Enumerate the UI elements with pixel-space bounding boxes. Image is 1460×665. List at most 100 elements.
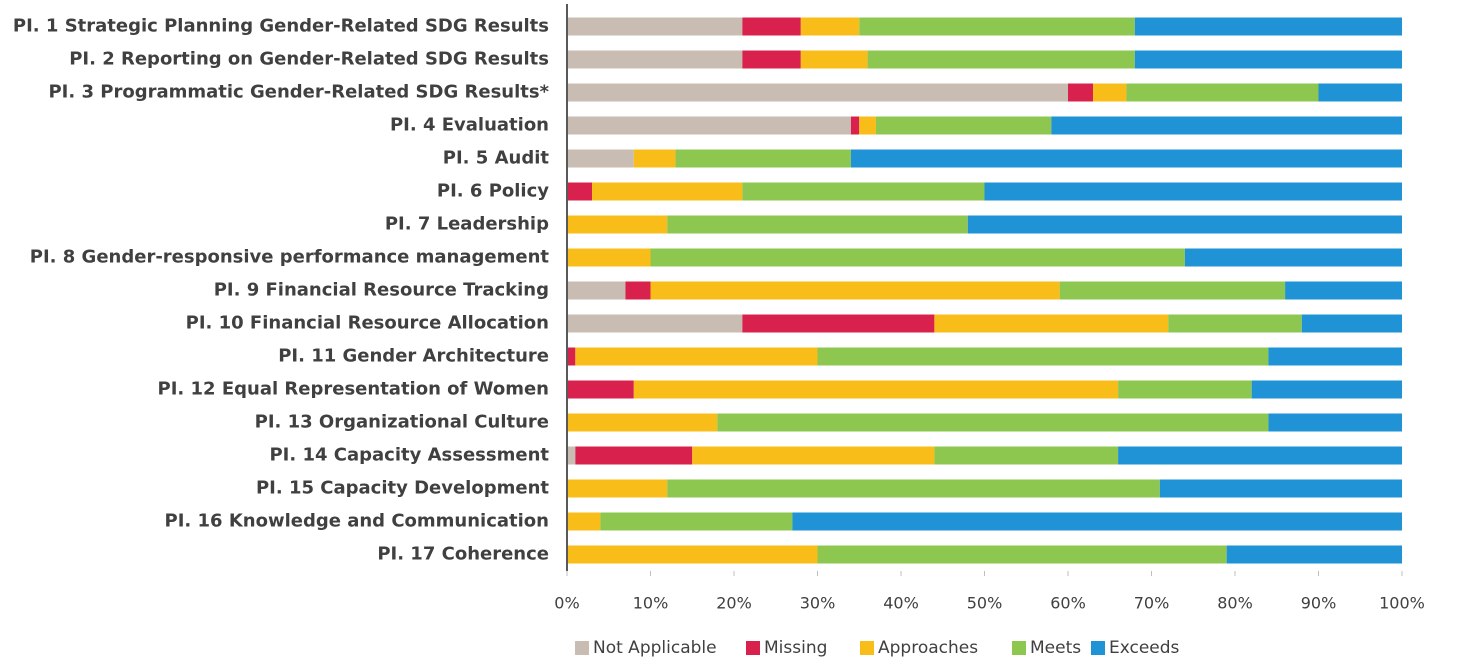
bar-segment xyxy=(742,50,801,69)
bar-segment xyxy=(717,413,1269,432)
bar-segment xyxy=(567,182,593,201)
bar-segment xyxy=(859,116,876,135)
bar-segment xyxy=(650,248,1185,267)
bar-segment xyxy=(875,116,1052,135)
x-tick-label: 0% xyxy=(554,594,579,613)
bar-segment xyxy=(600,512,793,531)
category-label: PI. 15 Capacity Development xyxy=(256,478,549,499)
bar-segment xyxy=(567,347,576,366)
bar-segment xyxy=(567,83,1068,102)
bar-segment xyxy=(792,512,1402,531)
bar-segment xyxy=(1251,380,1402,399)
bar-segment xyxy=(1051,116,1402,135)
bar-segment xyxy=(934,446,1119,465)
bar-segment xyxy=(1118,446,1402,465)
category-label: PI. 11 Gender Architecture xyxy=(278,346,549,367)
category-label: PI. 7 Leadership xyxy=(385,214,549,235)
category-label: PI. 5 Audit xyxy=(443,148,550,169)
bar-segment xyxy=(567,17,743,36)
x-tick-label: 60% xyxy=(1050,594,1086,613)
bar-segment xyxy=(567,512,601,531)
bar-segment xyxy=(1285,281,1402,300)
bar-segment xyxy=(742,314,935,333)
bar-segment xyxy=(633,380,1119,399)
bar-segment xyxy=(817,545,1227,564)
bar-segment xyxy=(567,281,626,300)
bar-segment xyxy=(817,347,1269,366)
bar-segment xyxy=(1068,83,1094,102)
legend-swatch xyxy=(860,641,874,655)
legend-swatch xyxy=(575,641,589,655)
bar-segment xyxy=(800,50,868,69)
bar-segment xyxy=(567,314,743,333)
bar-segment xyxy=(567,479,668,498)
bar-segment xyxy=(1168,314,1302,333)
bar-segment xyxy=(567,215,668,234)
legend-swatch xyxy=(746,641,760,655)
legend-swatch xyxy=(1012,641,1026,655)
x-tick-label: 30% xyxy=(800,594,836,613)
bar-segment xyxy=(567,380,634,399)
bar-segment xyxy=(1126,83,1319,102)
bar-segment xyxy=(592,182,743,201)
bar-segment xyxy=(1301,314,1402,333)
bar-segment xyxy=(742,17,801,36)
legend-label: Exceeds xyxy=(1109,638,1180,658)
bar-segment xyxy=(1318,83,1402,102)
category-label: PI. 12 Equal Representation of Women xyxy=(158,379,549,400)
legend-label: Not Applicable xyxy=(593,638,717,658)
category-label: PI. 14 Capacity Assessment xyxy=(269,445,549,466)
bar-segment xyxy=(567,149,634,168)
bar-segment xyxy=(1268,347,1402,366)
legend-label: Approaches xyxy=(878,638,978,658)
bar-segment xyxy=(567,413,718,432)
bar-segment xyxy=(567,50,743,69)
bar-segment xyxy=(742,182,985,201)
bar-segment xyxy=(1134,17,1402,36)
category-label: PI. 17 Coherence xyxy=(377,544,549,565)
legend-swatch xyxy=(1091,641,1105,655)
bar-segment xyxy=(850,149,1402,168)
bar-segment xyxy=(567,248,651,267)
bar-segment xyxy=(567,116,851,135)
x-tick-label: 20% xyxy=(716,594,752,613)
bar-segment xyxy=(984,182,1402,201)
bar-segment xyxy=(850,116,860,135)
x-tick-label: 40% xyxy=(883,594,919,613)
bar-segment xyxy=(1268,413,1402,432)
bar-segment xyxy=(1226,545,1402,564)
bar-segment xyxy=(934,314,1169,333)
category-label: PI. 4 Evaluation xyxy=(390,115,549,136)
bar-segment xyxy=(667,479,1160,498)
bar-segment xyxy=(967,215,1402,234)
bar-segment xyxy=(1059,281,1286,300)
bar-segment xyxy=(575,347,818,366)
category-label: PI. 9 Financial Resource Tracking xyxy=(214,280,549,301)
x-tick-label: 10% xyxy=(633,594,669,613)
category-label: PI. 8 Gender-responsive performance mana… xyxy=(30,247,550,268)
bar-segment xyxy=(575,446,693,465)
x-tick-label: 80% xyxy=(1217,594,1253,613)
category-label: PI. 16 Knowledge and Communication xyxy=(165,511,549,532)
bar-segment xyxy=(567,446,576,465)
bar-segment xyxy=(633,149,676,168)
legend-label: Meets xyxy=(1030,638,1081,658)
category-label: PI. 3 Programmatic Gender-Related SDG Re… xyxy=(48,82,549,103)
x-tick-label: 90% xyxy=(1301,594,1337,613)
bar-segment xyxy=(1118,380,1252,399)
bar-segment xyxy=(800,17,860,36)
bar-segment xyxy=(667,215,968,234)
x-tick-label: 100% xyxy=(1379,594,1425,613)
bar-segment xyxy=(692,446,935,465)
bar-segment xyxy=(650,281,1060,300)
category-label: PI. 1 Strategic Planning Gender-Related … xyxy=(13,16,549,37)
bar-segment xyxy=(1159,479,1402,498)
x-tick-label: 50% xyxy=(967,594,1003,613)
bar-segment xyxy=(675,149,851,168)
bar-segment xyxy=(1184,248,1402,267)
bar-segment xyxy=(567,545,818,564)
bar-segment xyxy=(859,17,1135,36)
category-label: PI. 6 Policy xyxy=(437,181,549,202)
category-label: PI. 2 Reporting on Gender-Related SDG Re… xyxy=(69,49,549,70)
